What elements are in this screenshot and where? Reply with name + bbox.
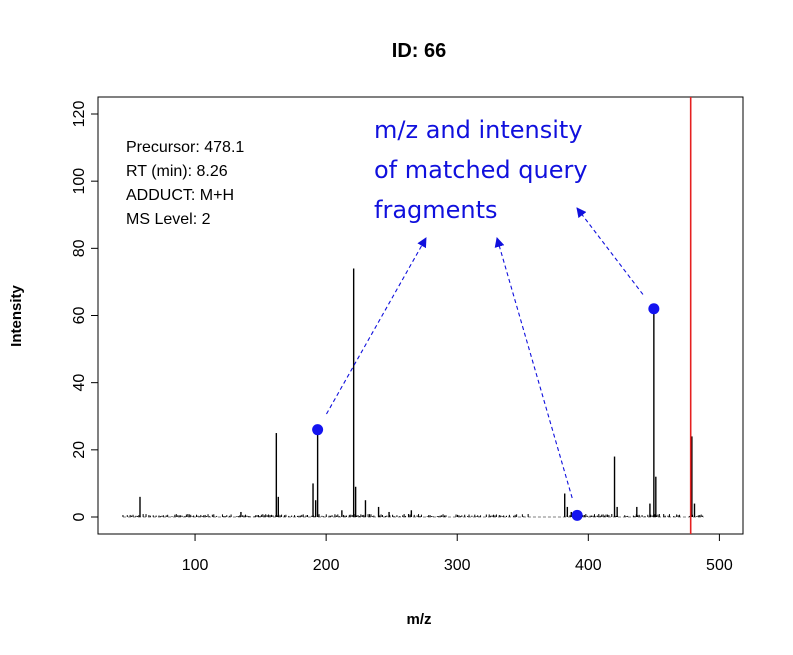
y-tick-label: 60	[71, 307, 88, 325]
matched-point	[648, 303, 660, 315]
info-ms-level: MS Level: 2	[126, 211, 211, 228]
annotation-arrows	[325, 207, 644, 499]
x-tick-label: 300	[444, 557, 471, 574]
annotation-arrow	[494, 237, 573, 499]
y-tick-label: 40	[71, 374, 88, 392]
chart-title: ID: 66	[392, 40, 446, 62]
y-tick-label: 0	[71, 512, 88, 521]
y-tick-label: 120	[71, 101, 88, 128]
matched-fragments-annotation: m/z and intensity of matched query fragm…	[374, 116, 588, 224]
spectrum-peaks	[139, 268, 696, 517]
y-tick-label: 20	[71, 441, 88, 459]
annotation-arrow	[576, 207, 644, 295]
y-axis: 0 20 40 60 80 100 120	[71, 101, 99, 521]
annotation-arrow	[325, 237, 427, 415]
x-tick-label: 400	[575, 557, 602, 574]
spectrum-info: Precursor: 478.1 RT (min): 8.26 ADDUCT: …	[126, 139, 244, 228]
info-adduct: ADDUCT: M+H	[126, 187, 234, 204]
matched-fragment-points	[312, 303, 660, 521]
matched-point	[571, 509, 583, 521]
x-tick-label: 500	[706, 557, 733, 574]
annotation-line-1: m/z and intensity	[374, 116, 583, 144]
y-tick-label: 80	[71, 239, 88, 257]
info-precursor: Precursor: 478.1	[126, 139, 244, 156]
annotation-line-3: fragments	[374, 196, 498, 224]
x-axis-label: m/z	[406, 611, 431, 628]
y-axis-label: Intensity	[8, 285, 25, 347]
annotation-line-2: of matched query	[374, 156, 588, 184]
info-rt: RT (min): 8.26	[126, 163, 228, 180]
x-tick-label: 200	[313, 557, 340, 574]
y-tick-label: 100	[71, 168, 88, 195]
x-axis: 100 200 300 400 500	[182, 533, 733, 574]
x-tick-label: 100	[182, 557, 209, 574]
matched-point	[312, 424, 324, 436]
